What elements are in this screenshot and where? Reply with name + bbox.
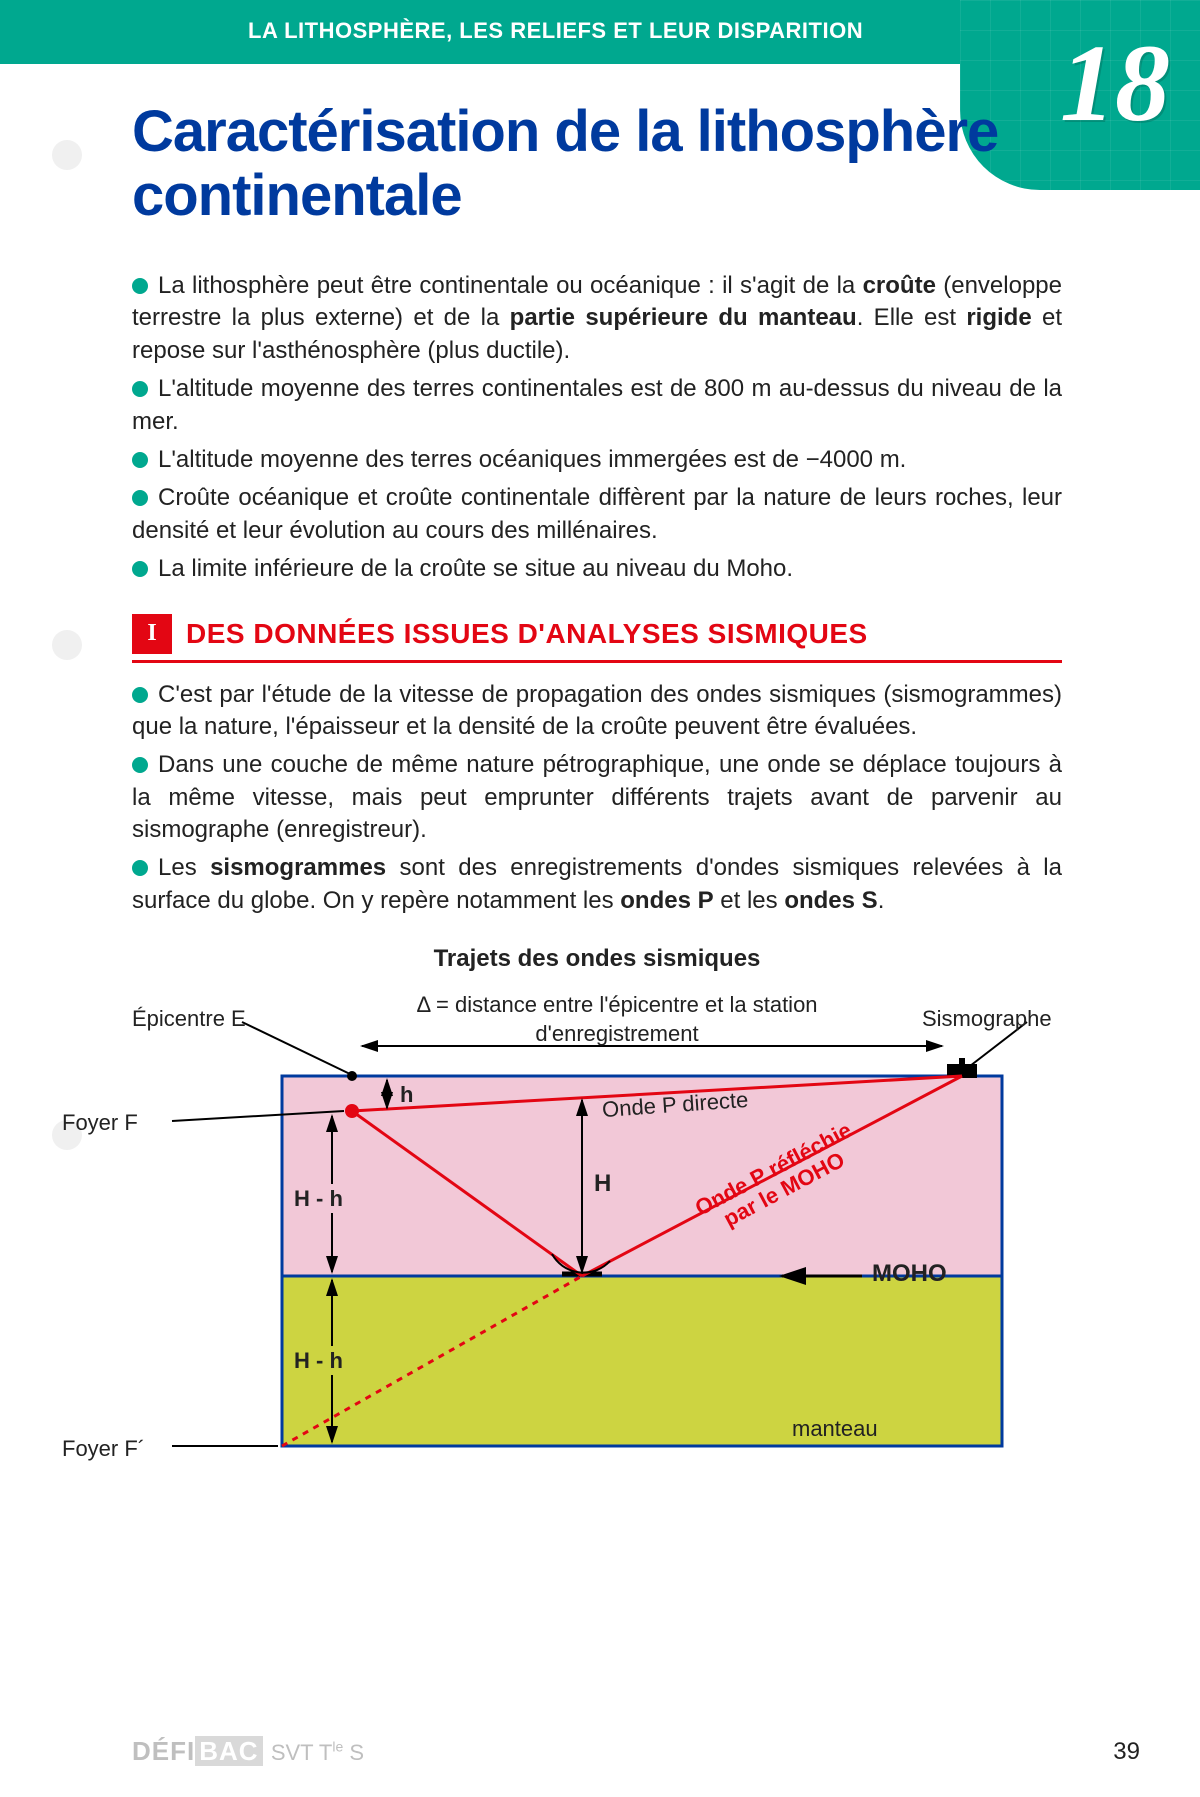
intro-para: L'altitude moyenne des terres continenta… — [132, 373, 1062, 438]
manteau-label: manteau — [792, 1414, 878, 1444]
foyerFp-label: Foyer F´ — [62, 1434, 145, 1464]
breadcrumb: LA LITHOSPHÈRE, LES RELIEFS ET LEUR DISP… — [248, 18, 863, 44]
H-label: H — [594, 1168, 611, 1200]
sismographe-label: Sismographe — [922, 1004, 1052, 1034]
bullet-icon — [132, 381, 148, 397]
mantle-layer — [282, 1276, 1002, 1446]
seismic-diagram: Épicentre E Δ = distance entre l'épicent… — [132, 986, 1062, 1466]
bullet-icon — [132, 278, 148, 294]
footer-brand: DÉFIBAC SVT Tle S — [132, 1736, 364, 1767]
bullet-icon — [132, 561, 148, 577]
section-para: Les sismogrammes sont des enregistrement… — [132, 852, 1062, 917]
bullet-icon — [132, 757, 148, 773]
intro-para: Croûte océanique et croûte continentale … — [132, 482, 1062, 547]
diagram-title: Trajets des ondes sismiques — [132, 943, 1062, 975]
punch-hole — [52, 630, 82, 660]
page-title: Caractérisation de la lithosphère contin… — [132, 100, 1200, 228]
bullet-icon — [132, 452, 148, 468]
intro-para: La limite inférieure de la croûte se sit… — [132, 553, 1062, 585]
h-label: h — [400, 1080, 413, 1110]
section-title: DES DONNÉES ISSUES D'ANALYSES SISMIQUES — [186, 615, 868, 653]
bullet-icon — [132, 860, 148, 876]
delta-label: Δ = distance entre l'épicentre et la sta… — [397, 990, 837, 1049]
Hminush-label-2: H - h — [290, 1346, 347, 1376]
moho-label: MOHO — [872, 1258, 947, 1290]
intro-para: La lithosphère peut être continentale ou… — [132, 270, 1062, 367]
section-para: Dans une couche de même nature pétrograp… — [132, 749, 1062, 846]
footer: DÉFIBAC SVT Tle S 39 — [132, 1736, 1140, 1767]
epicentre-label: Épicentre E — [132, 1004, 246, 1034]
content-area: La lithosphère peut être continentale ou… — [132, 270, 1062, 1466]
foyerF-label: Foyer F — [62, 1108, 138, 1138]
section-number: I — [132, 614, 172, 654]
punch-hole — [52, 140, 82, 170]
Hminush-label-1: H - h — [290, 1184, 347, 1214]
section-heading: I DES DONNÉES ISSUES D'ANALYSES SISMIQUE… — [132, 614, 1062, 663]
bullet-icon — [132, 490, 148, 506]
section-para: C'est par l'étude de la vitesse de propa… — [132, 679, 1062, 744]
bullet-icon — [132, 687, 148, 703]
intro-para: L'altitude moyenne des terres océaniques… — [132, 444, 1062, 476]
page-number: 39 — [1113, 1738, 1140, 1766]
